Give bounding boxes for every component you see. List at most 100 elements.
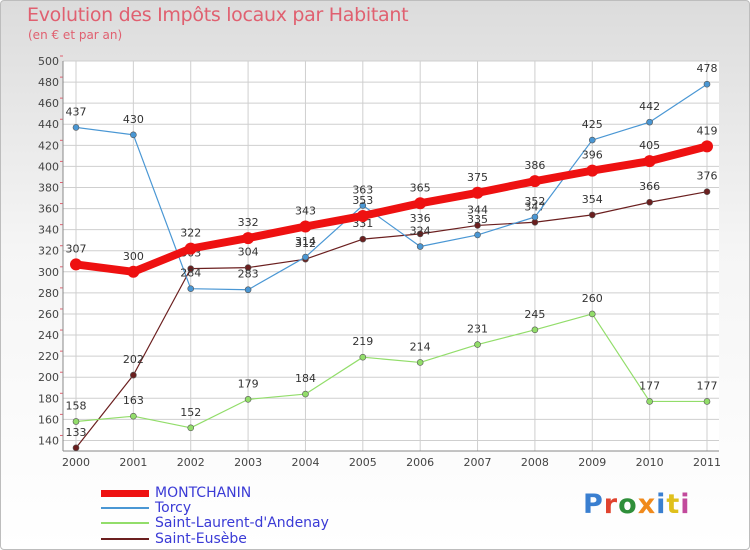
series-line-saint-eus-be — [75, 191, 708, 449]
x-tick-label: 2001 — [119, 456, 147, 469]
data-label: 365 — [410, 181, 431, 194]
logo-letter: t — [666, 489, 681, 520]
legend-item-saint-eusebe: Saint-Eusèbe — [101, 531, 247, 547]
data-point — [359, 235, 367, 243]
data-label: 376 — [697, 170, 718, 183]
data-label: 386 — [524, 159, 545, 172]
data-point — [646, 398, 653, 405]
data-label: 304 — [238, 246, 259, 259]
logo-letter: P — [583, 489, 604, 520]
chart-subtitle: (en € et par an) — [28, 28, 123, 42]
y-tick-label: 140 — [38, 434, 59, 447]
data-label: 163 — [123, 394, 144, 407]
data-point — [646, 198, 653, 206]
y-tick-label: 160 — [38, 413, 59, 426]
data-point — [302, 390, 309, 398]
y-tick-label: 480 — [38, 76, 59, 89]
data-point — [416, 230, 424, 238]
data-label: 335 — [467, 213, 488, 226]
data-label: 375 — [467, 171, 488, 184]
y-tick-label: 180 — [38, 392, 59, 405]
data-label: 354 — [582, 193, 603, 206]
data-label: 283 — [238, 268, 259, 281]
data-label: 396 — [582, 149, 603, 162]
x-tick-label: 2011 — [693, 456, 721, 469]
y-tick-label: 340 — [38, 224, 59, 237]
data-label: 307 — [66, 242, 87, 255]
y-tick-label: 300 — [38, 266, 59, 279]
data-label: 202 — [123, 353, 144, 366]
data-point — [72, 418, 80, 425]
data-point — [414, 197, 427, 210]
data-point — [187, 265, 195, 272]
legend-swatch — [101, 507, 149, 509]
data-point — [416, 359, 424, 366]
y-tick-label: 240 — [38, 329, 59, 342]
data-label: 366 — [639, 180, 660, 193]
data-label: 179 — [238, 377, 259, 390]
logo-letter: r — [603, 489, 619, 520]
data-point — [130, 412, 137, 420]
data-point — [701, 140, 713, 153]
chart-title: Evolution des Impôts locaux par Habitant — [27, 4, 409, 26]
data-point — [531, 326, 539, 334]
legend-swatch — [101, 538, 149, 540]
data-label: 245 — [524, 308, 545, 321]
data-point — [703, 188, 711, 196]
x-tick-label: 2003 — [234, 456, 262, 469]
x-tick-label: 2005 — [349, 456, 377, 469]
data-point — [130, 131, 137, 139]
data-point — [531, 213, 539, 221]
data-label: 478 — [697, 62, 718, 75]
y-tick-label: 260 — [38, 308, 59, 321]
data-point — [474, 222, 481, 229]
data-point — [474, 341, 481, 348]
data-label: 184 — [295, 372, 316, 385]
data-point — [359, 353, 367, 361]
data-label: 133 — [66, 426, 87, 439]
logo-letter: x — [637, 489, 657, 520]
data-point — [130, 371, 137, 379]
y-tick-label: 440 — [38, 118, 59, 131]
data-point — [588, 310, 596, 318]
data-label: 177 — [697, 379, 718, 392]
y-tick-label: 200 — [38, 371, 59, 384]
legend-swatch — [101, 522, 149, 524]
data-point — [70, 258, 82, 271]
data-label: 219 — [352, 335, 373, 348]
y-tick-label: 220 — [38, 350, 59, 363]
data-point — [299, 220, 312, 233]
data-label: 260 — [582, 292, 603, 305]
data-label: 300 — [123, 250, 144, 263]
data-point — [72, 444, 80, 452]
data-label: 332 — [238, 216, 259, 229]
data-label: 314 — [295, 235, 316, 248]
plot-area — [63, 61, 719, 451]
data-point — [643, 155, 656, 168]
legend-item-torcy: Torcy — [101, 500, 191, 516]
data-label: 405 — [639, 139, 660, 152]
legend-label: MONTCHANIN — [155, 485, 252, 501]
data-point — [127, 265, 140, 278]
data-label: 324 — [410, 225, 431, 238]
y-tick-label: 320 — [38, 245, 59, 258]
data-point — [244, 396, 252, 403]
y-tick-label: 280 — [38, 287, 59, 300]
x-tick-label: 2004 — [291, 456, 319, 469]
series-line-montchanin — [75, 142, 708, 276]
x-tick-label: 2002 — [177, 456, 205, 469]
legend-label: Saint-Laurent-d'Andenay — [155, 515, 329, 531]
data-label: 336 — [410, 212, 431, 225]
data-label: 214 — [410, 340, 431, 353]
data-label: 344 — [467, 203, 488, 216]
legend-label: Torcy — [155, 500, 192, 516]
data-label: 425 — [582, 118, 603, 131]
x-tick-label: 2009 — [578, 456, 606, 469]
legend-item-montchanin: MONTCHANIN — [101, 485, 251, 501]
legend-swatch — [101, 489, 149, 497]
proxiti-logo: Proxiti — [583, 489, 691, 520]
data-label: 152 — [180, 406, 201, 419]
data-point — [356, 209, 369, 222]
data-point — [244, 286, 252, 294]
data-point — [586, 164, 599, 177]
